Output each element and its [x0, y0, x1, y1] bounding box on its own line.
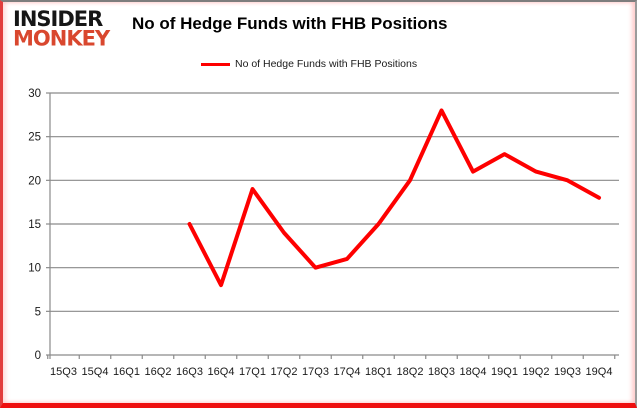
svg-text:17Q4: 17Q4: [334, 366, 361, 378]
svg-text:0: 0: [35, 350, 41, 362]
svg-text:16Q1: 16Q1: [113, 366, 140, 378]
legend-line-swatch: [201, 62, 230, 66]
svg-text:5: 5: [35, 306, 41, 318]
svg-text:18Q4: 18Q4: [460, 366, 487, 378]
svg-text:16Q3: 16Q3: [176, 366, 203, 378]
svg-text:15Q4: 15Q4: [82, 366, 109, 378]
insider-monkey-logo: INSIDER MONKEY: [13, 6, 110, 51]
svg-text:18Q3: 18Q3: [428, 366, 455, 378]
logo-word-insider: INSIDER: [13, 6, 103, 32]
svg-text:19Q3: 19Q3: [554, 366, 581, 378]
svg-text:15Q3: 15Q3: [50, 366, 77, 378]
svg-text:17Q2: 17Q2: [271, 366, 298, 378]
svg-text:10: 10: [28, 263, 41, 275]
svg-text:30: 30: [28, 88, 41, 100]
svg-text:19Q4: 19Q4: [586, 366, 613, 378]
svg-text:20: 20: [28, 175, 41, 187]
chart-title: No of Hedge Funds with FHB Positions: [132, 14, 448, 33]
svg-text:18Q2: 18Q2: [397, 366, 424, 378]
svg-text:19Q1: 19Q1: [491, 366, 518, 378]
svg-text:18Q1: 18Q1: [365, 366, 392, 378]
svg-text:15: 15: [28, 219, 41, 231]
chart-canvas: 0 5 10 15 20 25 30 15Q3 15Q4 16Q1 16Q2 16Q3 16Q4 17Q1…: [28, 88, 619, 378]
svg-text:25: 25: [28, 132, 41, 144]
logo-word-monkey: MONKEY: [13, 25, 110, 51]
svg-text:17Q3: 17Q3: [302, 366, 329, 378]
legend: No of Hedge Funds with FHB Positions: [201, 58, 417, 70]
svg-text:19Q2: 19Q2: [523, 366, 550, 378]
svg-text:16Q2: 16Q2: [145, 366, 172, 378]
svg-text:16Q4: 16Q4: [208, 366, 235, 378]
legend-label: No of Hedge Funds with FHB Positions: [235, 58, 418, 70]
svg-text:17Q1: 17Q1: [239, 366, 266, 378]
